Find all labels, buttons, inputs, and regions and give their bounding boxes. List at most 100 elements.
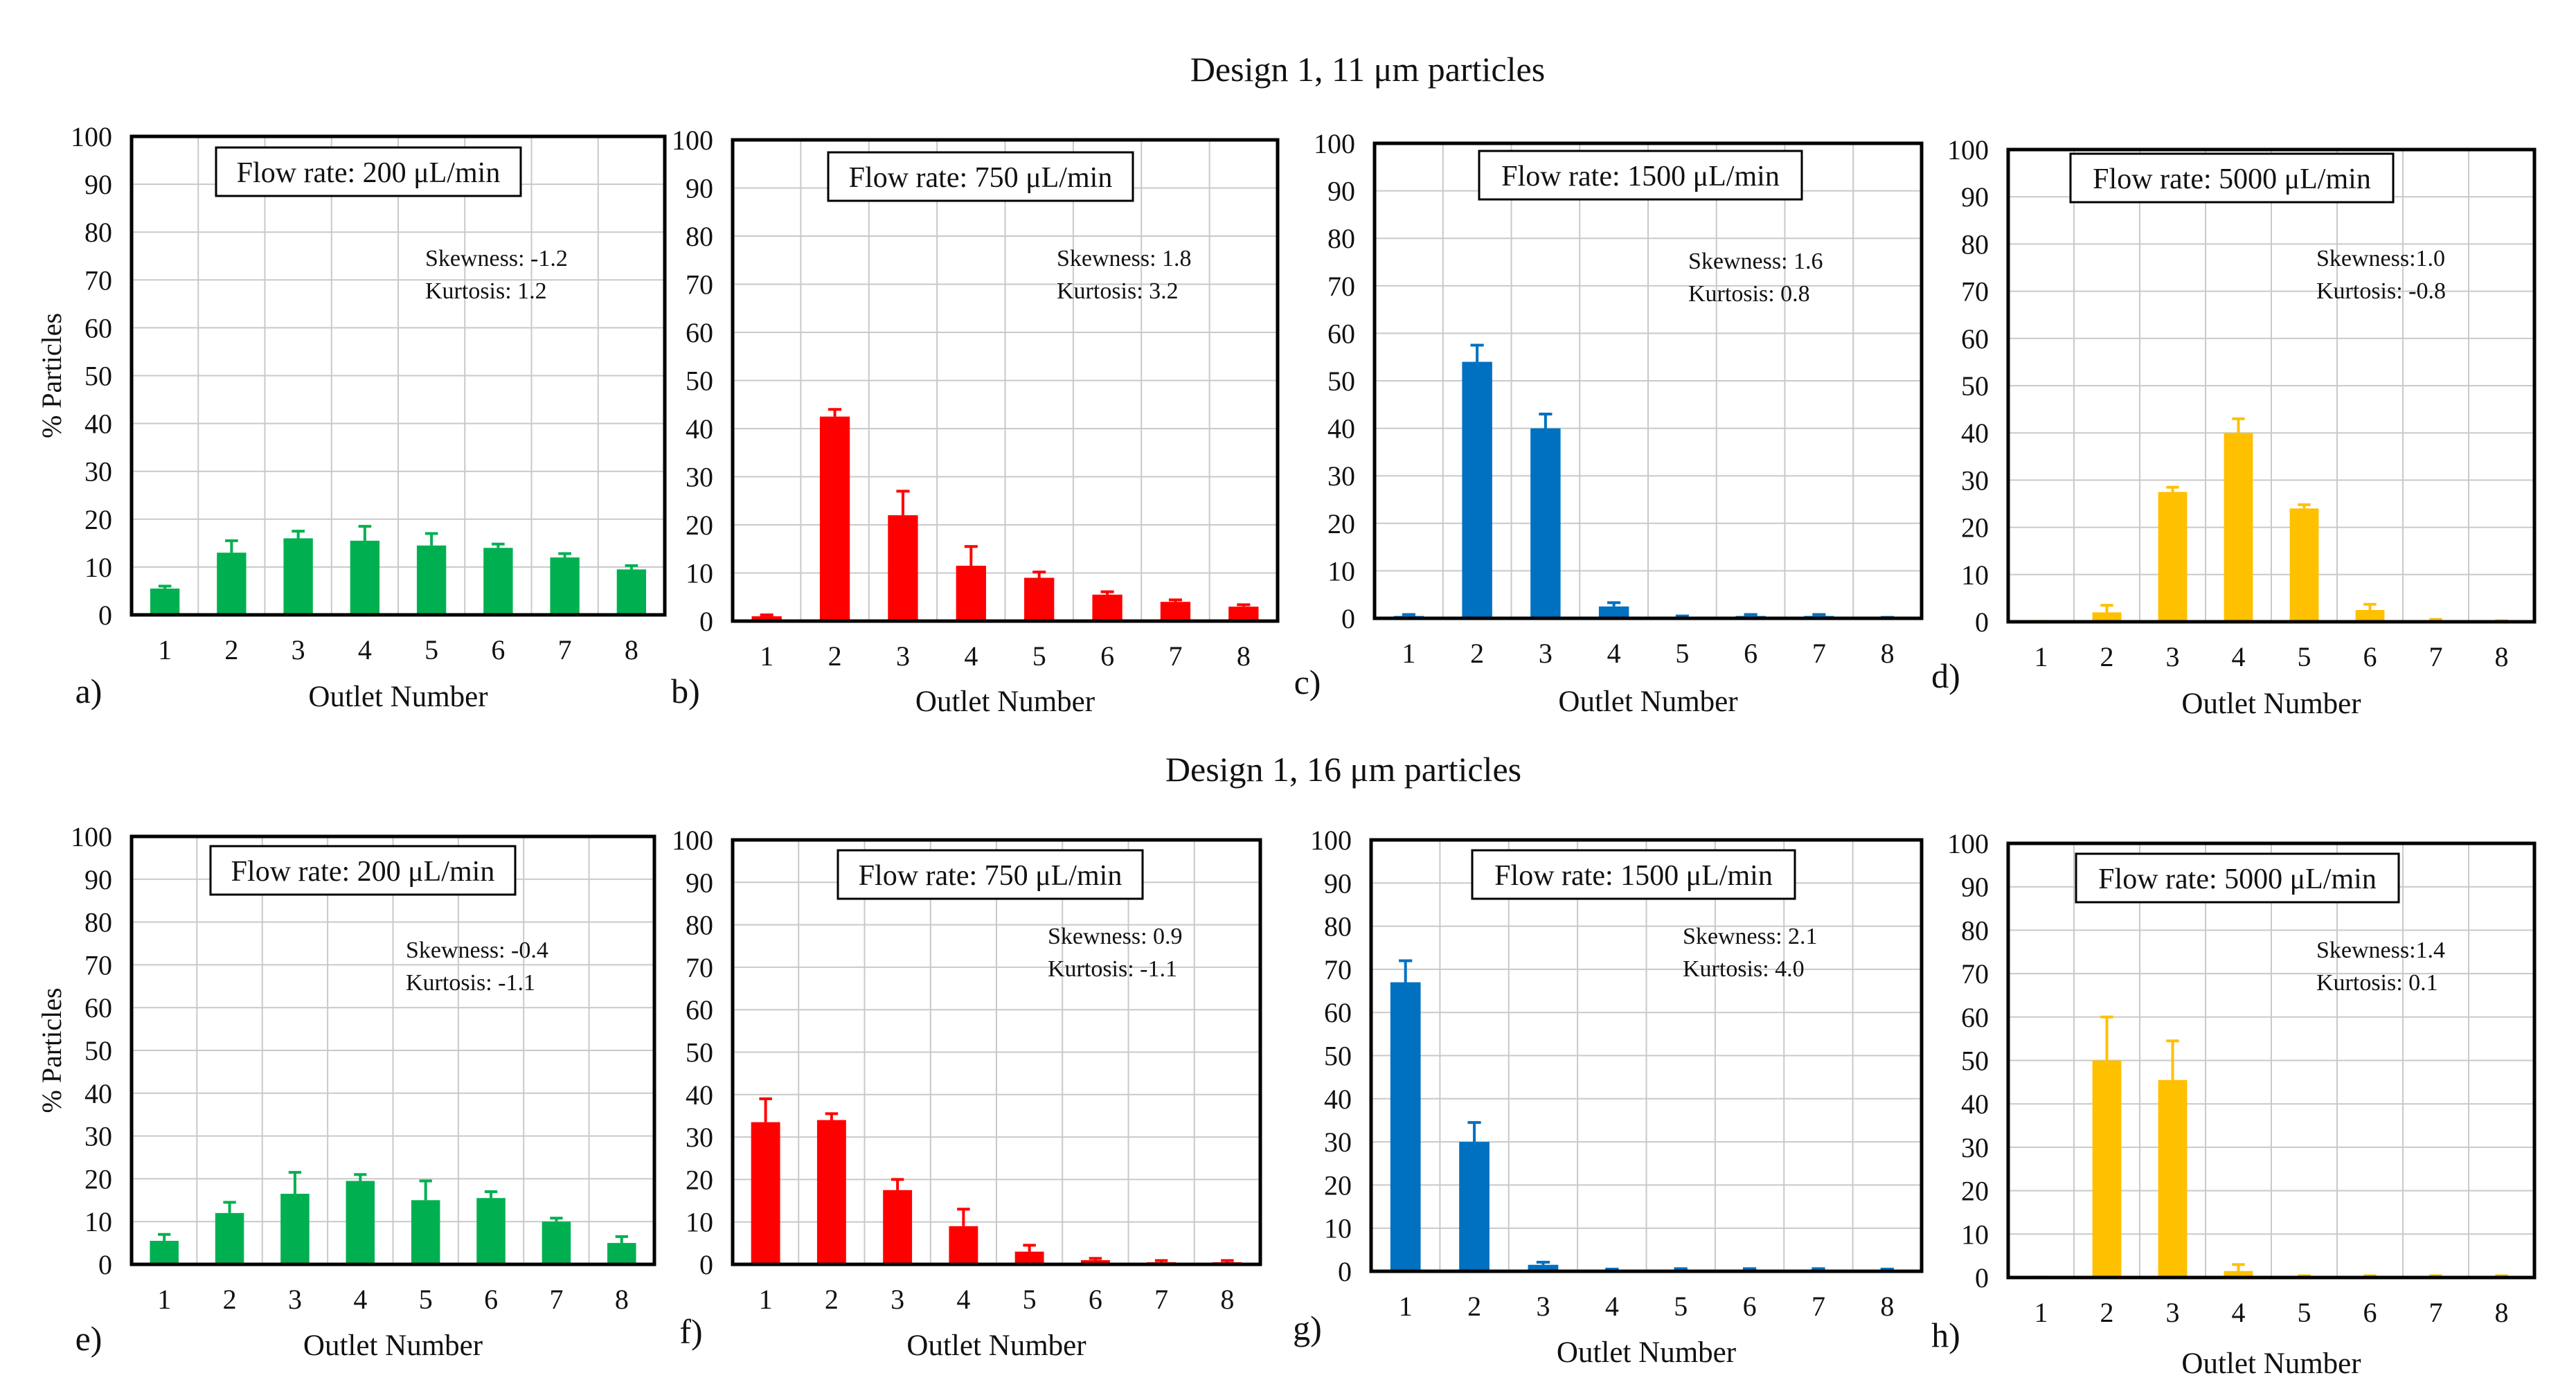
x-tick-label: 8 bbox=[1220, 1284, 1234, 1315]
y-tick-label: 20 bbox=[1327, 508, 1355, 539]
kurtosis-label: Kurtosis: -1.1 bbox=[406, 970, 535, 996]
x-tick-label: 6 bbox=[491, 634, 505, 665]
y-tick-label: 70 bbox=[1961, 276, 1989, 307]
y-tick-label: 60 bbox=[686, 994, 713, 1025]
x-axis-label: Outlet Number bbox=[308, 681, 488, 713]
bar bbox=[883, 1190, 913, 1264]
x-tick-label: 2 bbox=[223, 1284, 237, 1315]
bar bbox=[751, 616, 782, 621]
x-tick-label: 5 bbox=[424, 634, 438, 665]
bar bbox=[416, 545, 447, 615]
bar bbox=[1530, 428, 1561, 618]
y-tick-label: 60 bbox=[1961, 1002, 1989, 1033]
y-tick-label: 0 bbox=[1975, 1262, 1989, 1293]
y-axis-label: % Particles bbox=[36, 313, 67, 438]
y-tick-label: 60 bbox=[84, 992, 112, 1023]
bar bbox=[1014, 1251, 1044, 1264]
y-tick-label: 50 bbox=[686, 366, 713, 397]
y-tick-label: 10 bbox=[1324, 1213, 1352, 1244]
x-tick-label: 5 bbox=[2298, 641, 2311, 672]
bar bbox=[283, 538, 313, 615]
bar bbox=[1092, 594, 1122, 621]
x-tick-label: 6 bbox=[1089, 1284, 1102, 1315]
x-tick-label: 3 bbox=[891, 1284, 904, 1315]
y-tick-label: 40 bbox=[1961, 418, 1989, 449]
kurtosis-label: Kurtosis: -0.8 bbox=[2316, 278, 2446, 304]
x-tick-label: 3 bbox=[1536, 1291, 1550, 1322]
skewness-label: Skewness:1.4 bbox=[2316, 938, 2445, 963]
x-tick-label: 6 bbox=[2363, 1297, 2377, 1328]
chart-panel-a: 0 10 20 30 40 50 60 70 80 90 100 1 2 3 4 5 6 7 8 Flow rate:… bbox=[36, 121, 667, 713]
y-tick-label: 70 bbox=[1961, 958, 1989, 989]
y-tick-label: 80 bbox=[84, 217, 112, 248]
y-tick-label: 70 bbox=[1324, 954, 1352, 985]
y-tick-label: 80 bbox=[1324, 911, 1352, 942]
x-tick-label: 4 bbox=[1607, 638, 1621, 669]
bar bbox=[2224, 1271, 2253, 1278]
bar bbox=[550, 557, 580, 615]
y-tick-label: 0 bbox=[1341, 603, 1355, 634]
y-tick-label: 60 bbox=[1327, 318, 1355, 349]
y-tick-label: 70 bbox=[1327, 271, 1355, 302]
y-tick-label: 30 bbox=[1961, 465, 1989, 496]
x-tick-label: 8 bbox=[1881, 638, 1895, 669]
y-tick-label: 40 bbox=[84, 1078, 112, 1109]
y-tick-label: 0 bbox=[1975, 607, 1989, 638]
y-tick-label: 50 bbox=[1327, 366, 1355, 397]
x-tick-label: 6 bbox=[2363, 641, 2377, 672]
y-tick-label: 40 bbox=[1327, 413, 1355, 445]
x-tick-label: 8 bbox=[615, 1284, 629, 1315]
x-tick-label: 8 bbox=[1237, 640, 1251, 672]
plot-frame bbox=[129, 134, 667, 617]
x-tick-label: 3 bbox=[2166, 1297, 2180, 1328]
x-tick-label: 6 bbox=[484, 1284, 498, 1315]
x-tick-label: 8 bbox=[1880, 1291, 1894, 1322]
bar bbox=[1390, 982, 1421, 1271]
y-tick-label: 10 bbox=[686, 1207, 713, 1238]
y-tick-label: 100 bbox=[672, 825, 713, 856]
y-tick-label: 90 bbox=[686, 173, 713, 204]
chart-panel-e: 0 10 20 30 40 50 60 70 80 90 100 1 2 3 4 5 6 7 8 Flow rate:… bbox=[36, 821, 656, 1362]
y-tick-label: 60 bbox=[686, 317, 713, 348]
kurtosis-label: Kurtosis: -1.1 bbox=[1048, 956, 1177, 982]
bar bbox=[217, 553, 247, 615]
y-tick-label: 100 bbox=[71, 121, 112, 152]
y-tick-label: 90 bbox=[686, 867, 713, 898]
x-tick-label: 5 bbox=[2298, 1297, 2311, 1328]
plot-frame bbox=[129, 834, 656, 1266]
x-tick-label: 7 bbox=[2429, 1297, 2443, 1328]
chart-panel-d: 0 10 20 30 40 50 60 70 80 90 100 1 2 3 4 5 6 7 8 Flow rate:… bbox=[1931, 134, 2537, 720]
y-tick-label: 0 bbox=[699, 606, 713, 637]
flow-rate-box bbox=[2069, 152, 2395, 204]
flow-rate-box bbox=[1478, 150, 1803, 201]
bar bbox=[476, 1198, 506, 1264]
y-tick-label: 20 bbox=[686, 1164, 713, 1195]
plot-frame bbox=[2006, 841, 2537, 1280]
y-tick-label: 20 bbox=[1961, 1176, 1989, 1207]
x-tick-label: 7 bbox=[2429, 641, 2443, 672]
chart-panel-g: 0 10 20 30 40 50 60 70 80 90 100 1 2 3 4 5 6 7 8 Flow rate:… bbox=[1293, 825, 1924, 1369]
y-tick-label: 100 bbox=[1314, 128, 1355, 159]
flow-rate-box bbox=[2075, 852, 2400, 904]
x-tick-label: 3 bbox=[896, 640, 910, 672]
y-tick-label: 90 bbox=[1961, 872, 1989, 903]
flow-rate-box bbox=[827, 151, 1134, 202]
skewness-label: Skewness: -1.2 bbox=[425, 246, 568, 271]
y-tick-label: 10 bbox=[1327, 555, 1355, 586]
bar bbox=[1160, 602, 1191, 621]
x-tick-label: 4 bbox=[2232, 1297, 2246, 1328]
kurtosis-label: Kurtosis: 0.8 bbox=[1688, 281, 1810, 307]
bar bbox=[346, 1181, 375, 1264]
x-tick-label: 2 bbox=[1467, 1291, 1481, 1322]
y-tick-label: 90 bbox=[1324, 868, 1352, 899]
y-tick-label: 30 bbox=[686, 462, 713, 493]
x-tick-label: 2 bbox=[224, 634, 238, 665]
bar bbox=[1462, 361, 1492, 618]
x-tick-label: 1 bbox=[158, 634, 172, 665]
panel-letter: f) bbox=[679, 1312, 702, 1351]
y-tick-label: 30 bbox=[84, 456, 112, 487]
flow-rate-label: Flow rate: 200 μL/min bbox=[231, 856, 495, 888]
bar bbox=[2158, 492, 2188, 622]
bar bbox=[150, 588, 180, 615]
